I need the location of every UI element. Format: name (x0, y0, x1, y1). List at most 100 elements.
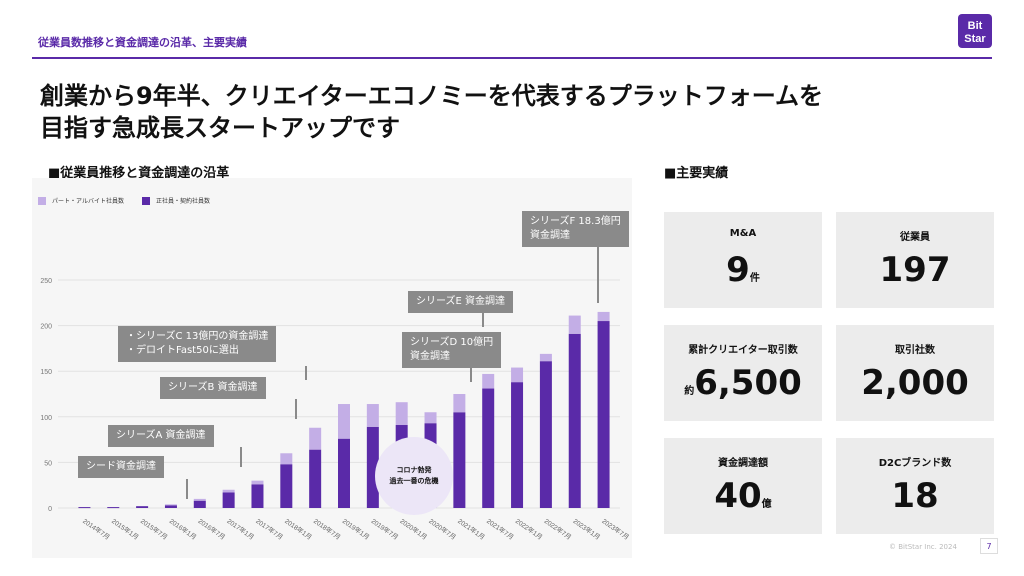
stat-number: 197 (879, 250, 951, 290)
stat-value: 18 (836, 476, 994, 516)
x-tick-label: 2023年1月 (572, 516, 603, 541)
bar-full-time (568, 333, 581, 508)
x-tick-label: 2016年1月 (168, 516, 199, 541)
x-tick-label: 2022年1月 (514, 516, 545, 541)
y-tick-label: 250 (40, 278, 52, 285)
callout-pointer (240, 447, 242, 467)
x-tick-label: 2016年7月 (197, 516, 228, 541)
stat-card: 累計クリエイター取引数約6,500 (664, 325, 822, 421)
bar-part-time (164, 504, 177, 506)
bar-part-time (366, 404, 379, 427)
section-label: 従業員数推移と資金調達の沿革、主要実績 (38, 36, 247, 49)
milestone-callout: ・シリーズC 13億円の資金調達 ・デロイトFast50に選出 (118, 326, 277, 362)
stat-label: 取引社数 (895, 345, 935, 356)
x-tick-label: 2015年7月 (139, 516, 170, 541)
stat-unit: 件 (749, 273, 760, 284)
bar-full-time (597, 321, 610, 508)
stat-label: 累計クリエイター取引数 (688, 345, 798, 356)
bar-full-time (222, 492, 235, 508)
copyright: © BitStar Inc. 2024 (889, 543, 957, 551)
stat-label: 資金調達額 (718, 458, 768, 469)
y-tick-label: 0 (48, 506, 52, 513)
bar-full-time (338, 438, 350, 508)
page-title-line-1: 創業から9年半、クリエイターエコノミーを代表するプラットフォームを (40, 82, 824, 110)
stat-number: 6,500 (694, 363, 802, 403)
covid-badge-line-1: コロナ勃発 (396, 466, 432, 474)
chart-legend: パート・アルバイト社員数 正社員・契約社員数 (38, 196, 210, 205)
bar-full-time (309, 449, 322, 508)
page-title-line-2: 目指す急成長スタートアップです (40, 114, 400, 142)
stat-card: 資金調達額 40億 (664, 438, 822, 534)
bar-part-time (338, 404, 350, 439)
callout-pointer (186, 479, 188, 499)
bar-full-time (193, 500, 206, 508)
x-tick-label: 2021年1月 (456, 516, 487, 541)
x-tick-label: 2019年7月 (370, 516, 401, 541)
milestone-callout: シリーズD 10億円 資金調達 (402, 332, 502, 368)
bar-full-time (539, 361, 552, 508)
callout-pointer (470, 364, 472, 382)
milestone-callout: シリーズF 18.3億円 資金調達 (522, 211, 629, 247)
stat-prefix: 約 (684, 386, 695, 397)
page-number: 7 (980, 538, 998, 554)
bar-full-time (78, 507, 91, 509)
bar-part-time (251, 480, 264, 485)
chart-section-heading: ■従業員推移と資金調達の沿革 (48, 166, 230, 181)
bar-part-time (453, 394, 466, 413)
bar-part-time (482, 373, 495, 389)
bar-full-time (280, 464, 293, 508)
legend-item-part-time: パート・アルバイト社員数 (38, 196, 124, 205)
stat-card: M&A 9件 (664, 212, 822, 308)
milestone-callout: シリーズB 資金調達 (160, 377, 266, 399)
x-tick-label: 2019年1月 (341, 516, 372, 541)
x-tick-label: 2014年7月 (81, 516, 112, 541)
stat-number: 9 (726, 250, 750, 290)
stat-value: 2,000 (836, 363, 994, 403)
stat-value: 197 (836, 250, 994, 290)
stat-unit: 億 (761, 499, 772, 510)
bar-part-time (395, 402, 408, 426)
stat-number: 18 (891, 476, 939, 516)
svg-text:Star: Star (964, 33, 986, 45)
bar-part-time (309, 427, 322, 450)
x-tick-label: 2020年7月 (427, 516, 458, 541)
milestone-callout: シリーズA 資金調達 (108, 425, 214, 447)
bar-part-time (280, 453, 293, 465)
legend-label-part-time: パート・アルバイト社員数 (52, 198, 124, 205)
stat-card: 取引社数 2,000 (836, 325, 994, 421)
x-tick-label: 2018年7月 (312, 516, 343, 541)
stat-value: 40億 (664, 476, 822, 525)
bar-full-time (482, 388, 495, 508)
callout-pointer (305, 366, 307, 380)
bar-part-time (424, 412, 437, 424)
callout-pointer (295, 399, 297, 419)
x-tick-label: 2018年1月 (283, 516, 314, 541)
bar-full-time (107, 507, 120, 509)
stats-section-heading: ■主要実績 (664, 166, 729, 181)
stat-label: D2Cブランド数 (878, 458, 952, 469)
y-tick-label: 50 (44, 460, 52, 467)
x-tick-label: 2023年7月 (600, 516, 631, 541)
bar-full-time (164, 505, 177, 508)
stat-value: 約6,500 (664, 363, 822, 412)
page-title: 創業から9年半、クリエイターエコノミーを代表するプラットフォームを 目指す急成長… (40, 80, 940, 144)
milestone-callout: シード資金調達 (78, 456, 164, 478)
header-divider (32, 57, 992, 59)
x-tick-label: 2017年7月 (254, 516, 285, 541)
bar-part-time (193, 498, 206, 501)
legend-swatch-part-time (38, 196, 46, 205)
x-tick-label: 2020年1月 (399, 516, 430, 541)
stat-number: 2,000 (861, 363, 969, 403)
bar-full-time (453, 412, 466, 508)
bar-part-time (539, 353, 552, 362)
legend-item-full-time: 正社員・契約社員数 (141, 196, 210, 205)
stat-label: M&A (729, 228, 757, 239)
callout-pointer (482, 313, 484, 327)
stat-number: 40 (714, 476, 762, 516)
bar-full-time (511, 382, 524, 508)
bitstar-logo: Bit Star (958, 14, 992, 48)
legend-label-full-time: 正社員・契約社員数 (155, 198, 210, 205)
stat-value: 9件 (664, 250, 822, 299)
stat-label: 従業員 (900, 232, 930, 243)
